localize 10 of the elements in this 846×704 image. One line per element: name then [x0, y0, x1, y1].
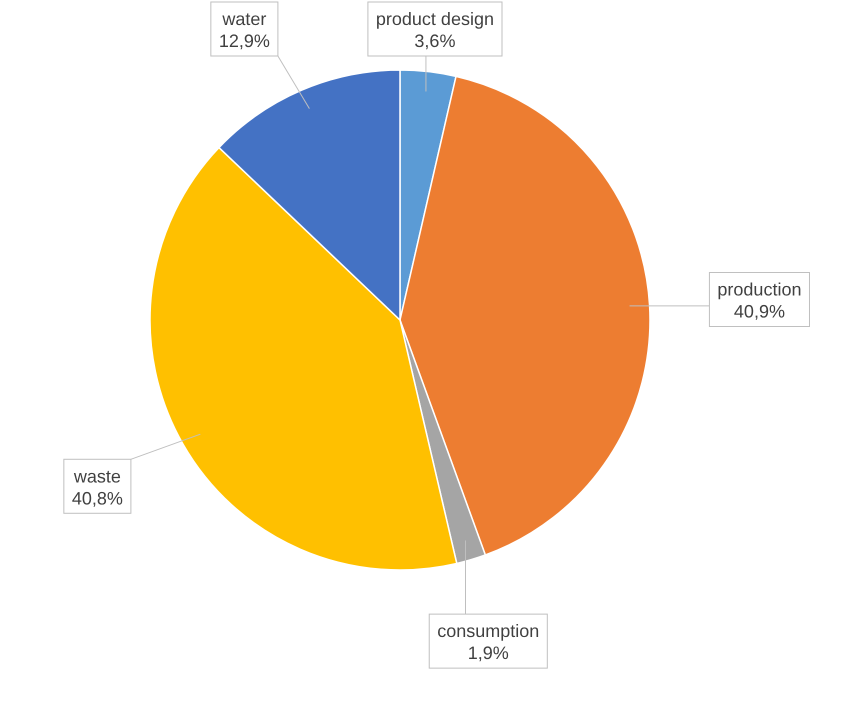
- slice-label: consumption: [437, 621, 540, 642]
- data-label: 40,8%: [72, 488, 123, 508]
- slice-label: water: [221, 9, 266, 29]
- slice-label: production: [717, 280, 802, 300]
- data-label: 3,6%: [414, 31, 456, 51]
- data-label: 12,9%: [218, 31, 270, 51]
- data-label: 1,9%: [468, 643, 509, 664]
- slice-label: product design: [376, 9, 494, 29]
- slice-label: waste: [72, 466, 121, 486]
- data-label: 40,9%: [734, 302, 785, 322]
